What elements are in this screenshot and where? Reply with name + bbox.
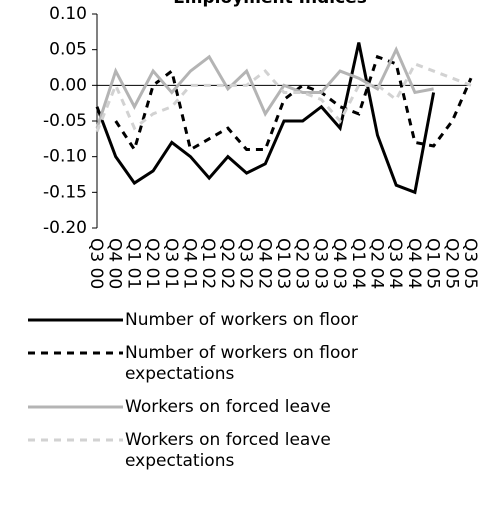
legend-item: Workers on forced leave (28, 397, 468, 418)
y-tick-label: -0.05 (43, 111, 87, 131)
legend-item: Workers on forced leave expectations (28, 430, 468, 472)
series-line (95, 42, 436, 195)
x-tick-label: Q1 04 (348, 238, 368, 289)
y-tick-label: -0.20 (43, 218, 87, 238)
x-tick-label: Q2 03 (292, 238, 312, 289)
x-tick-label: Q4 02 (254, 238, 274, 289)
legend-swatch (28, 438, 123, 442)
x-tick-label: Q3 05 (460, 238, 480, 289)
x-tick-label: Q2 05 (441, 238, 461, 289)
x-tick-label: Q2 02 (217, 238, 237, 289)
x-tick-label: Q1 05 (423, 238, 443, 289)
y-tick-label: 0.05 (49, 40, 87, 60)
legend: Number of workers on floor Number of work… (28, 310, 468, 484)
series-line (114, 54, 473, 154)
chart-title: Employment Indices (173, 0, 367, 8)
x-tick-label: Q4 00 (105, 238, 125, 289)
legend-swatch (28, 405, 123, 409)
x-tick-label: Q3 02 (236, 238, 256, 289)
x-tick-label: Q3 00 (86, 238, 106, 289)
x-tick-label: Q2 01 (142, 238, 162, 289)
x-tick-label: Q1 02 (198, 238, 218, 289)
x-tick-label: Q1 01 (123, 238, 143, 289)
series-line (95, 62, 472, 133)
legend-item: Number of workers on floor (28, 310, 468, 331)
legend-swatch (28, 318, 123, 322)
x-tick-label: Q3 04 (385, 238, 405, 289)
x-tick-label: Q1 03 (273, 238, 293, 289)
legend-label: Number of workers on floor expectations (125, 343, 358, 384)
x-tick-label: Q3 01 (161, 238, 181, 289)
x-tick-label: Q4 03 (329, 238, 349, 289)
legend-label: Workers on forced leave expectations (125, 430, 331, 471)
x-tick-label: Q4 01 (180, 238, 200, 289)
series-line (95, 46, 434, 129)
y-tick-label: -0.15 (43, 182, 87, 202)
x-tick-label: Q4 04 (404, 238, 424, 289)
legend-item: Number of workers on floor expectations (28, 343, 468, 385)
x-tick-label: Q3 03 (310, 238, 330, 289)
y-tick-label: 0.10 (49, 4, 87, 24)
legend-label: Workers on forced leave (125, 397, 331, 417)
legend-swatch (28, 351, 123, 355)
y-tick-label: -0.10 (43, 147, 87, 167)
y-tick-label: 0.00 (49, 75, 87, 95)
chart: Employment Indices -0.20 -0.15 -0.10 -0.05 0… (43, 0, 480, 289)
x-tick-label: Q2 04 (367, 238, 387, 289)
legend-label: Number of workers on floor (125, 310, 358, 330)
